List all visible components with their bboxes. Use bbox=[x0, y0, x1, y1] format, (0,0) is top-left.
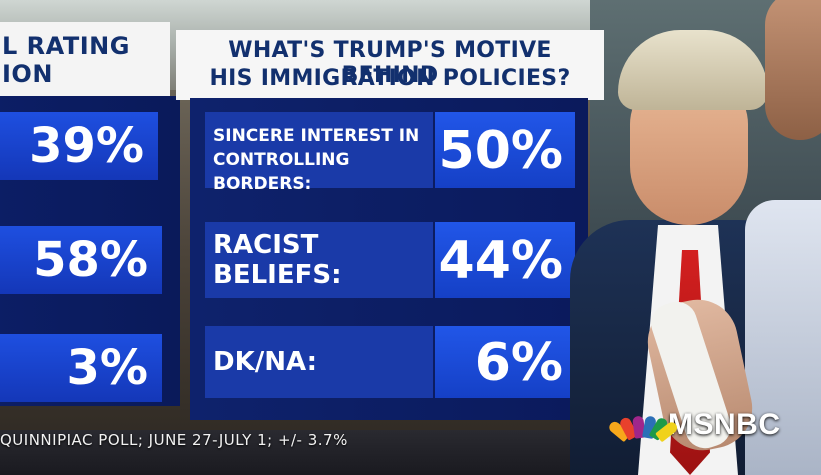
anchor-figure bbox=[745, 0, 821, 475]
poll-row-value-3: 6% bbox=[435, 326, 575, 398]
poll-row-label-3: DK/NA: bbox=[205, 326, 433, 398]
msnbc-logo: MSNBC bbox=[607, 408, 781, 443]
poll-source-caption: QUINNIPIAC POLL; JUNE 27-JULY 1; +/- 3.7… bbox=[0, 431, 348, 449]
poll-row-1-label-line-1: SINCERE INTEREST IN bbox=[213, 126, 420, 146]
left-header-line-2: ION bbox=[2, 60, 53, 88]
msnbc-logo-text: MSNBC bbox=[668, 408, 781, 441]
poll-row-3-label-line-1: DK/NA: bbox=[213, 347, 317, 377]
left-panel-header: L RATING ION bbox=[0, 22, 170, 96]
left-value-1: 39% bbox=[0, 112, 158, 180]
anchor-head bbox=[765, 0, 821, 140]
hair bbox=[618, 30, 768, 110]
poll-row-value-2: 44% bbox=[435, 222, 575, 298]
left-value-3: 3% bbox=[0, 334, 162, 402]
poll-row-2-label-line-1: RACIST bbox=[213, 230, 319, 260]
poll-row-label-2: RACIST BELIEFS: bbox=[205, 222, 433, 298]
peacock-icon bbox=[607, 412, 680, 443]
poll-question-line-2: HIS IMMIGRATION POLICIES? bbox=[209, 66, 571, 91]
anchor-shirt bbox=[745, 200, 821, 475]
poll-question-line-1: WHAT'S TRUMP'S MOTIVE BEHIND bbox=[228, 38, 552, 88]
poll-row-1-label-line-2: CONTROLLING BORDERS: bbox=[213, 150, 350, 194]
left-header-line-1: L RATING bbox=[2, 32, 130, 60]
left-value-2: 58% bbox=[0, 226, 162, 294]
poll-row-2-label-line-2: BELIEFS: bbox=[213, 260, 342, 290]
poll-row-value-1: 50% bbox=[435, 112, 575, 188]
poll-row-label-1: SINCERE INTEREST IN CONTROLLING BORDERS: bbox=[205, 112, 433, 194]
poll-question-header: WHAT'S TRUMP'S MOTIVE BEHIND HIS IMMIGRA… bbox=[176, 30, 604, 100]
